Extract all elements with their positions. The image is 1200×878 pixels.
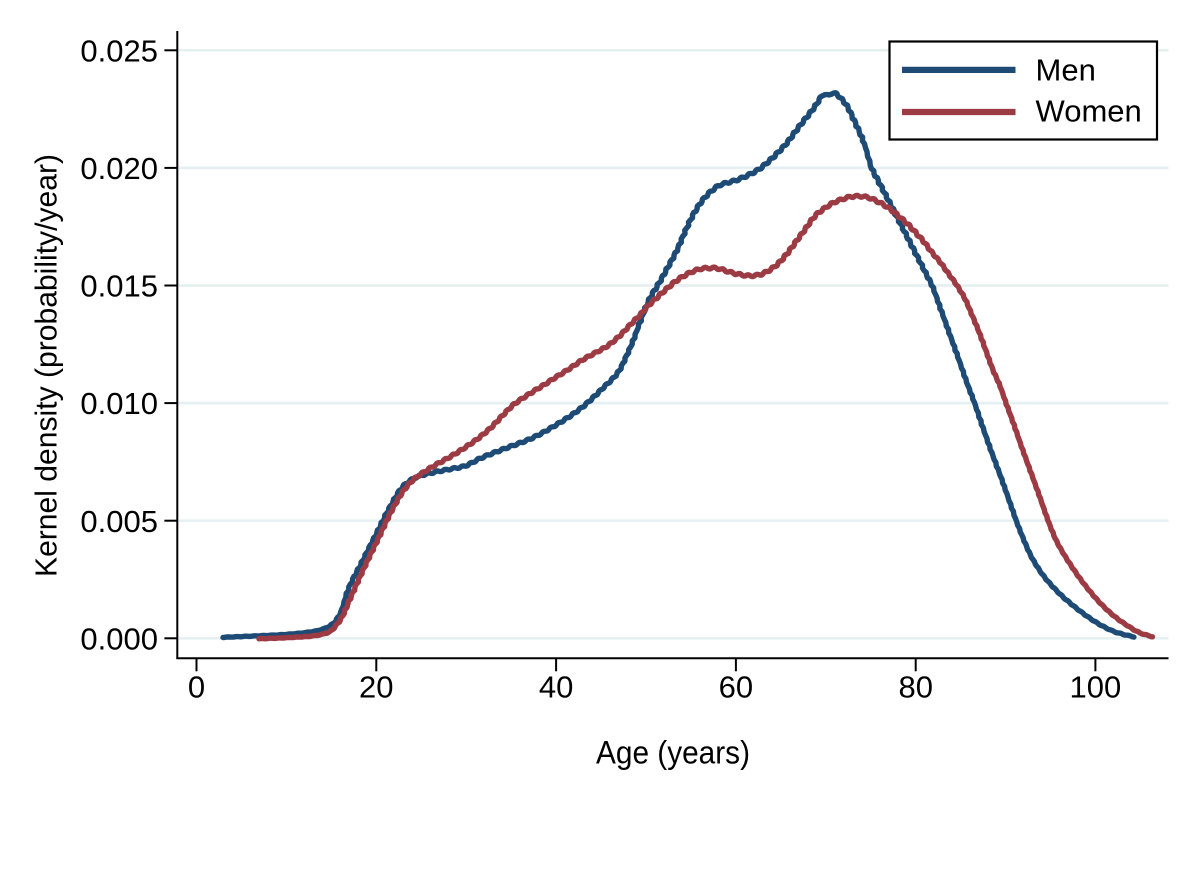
svg-text:0.025: 0.025 — [80, 33, 158, 68]
svg-text:0.020: 0.020 — [80, 151, 158, 186]
svg-text:0.000: 0.000 — [80, 621, 158, 656]
svg-text:100: 100 — [1070, 670, 1122, 705]
svg-text:0: 0 — [188, 670, 205, 705]
svg-text:Men: Men — [1036, 53, 1096, 88]
svg-text:0.015: 0.015 — [80, 269, 158, 304]
svg-text:Kernel density (probability/ye: Kernel density (probability/year) — [30, 154, 64, 577]
svg-text:40: 40 — [539, 670, 573, 705]
svg-text:Women: Women — [1036, 93, 1142, 128]
svg-text:20: 20 — [359, 670, 393, 705]
svg-text:Age (years): Age (years) — [596, 734, 750, 770]
svg-text:0.005: 0.005 — [80, 504, 158, 539]
svg-text:80: 80 — [898, 670, 932, 705]
svg-text:60: 60 — [719, 670, 753, 705]
svg-text:0.010: 0.010 — [80, 386, 158, 421]
